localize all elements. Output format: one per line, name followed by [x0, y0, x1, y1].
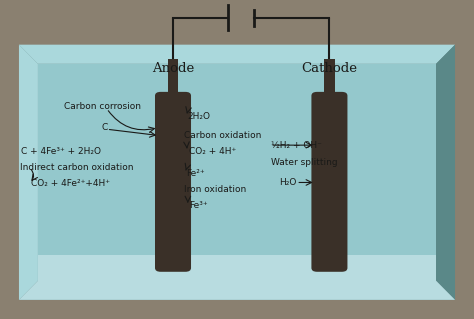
FancyBboxPatch shape	[311, 92, 347, 272]
Bar	[38, 64, 436, 281]
Text: C + 4Fe³⁺ + 2H₂O: C + 4Fe³⁺ + 2H₂O	[21, 147, 101, 156]
Text: CO₂ + 4H⁺: CO₂ + 4H⁺	[189, 147, 236, 156]
Text: Carbon oxidation: Carbon oxidation	[184, 131, 261, 140]
Polygon shape	[19, 281, 455, 300]
Text: Indirect carbon oxidation: Indirect carbon oxidation	[20, 163, 133, 172]
Text: ½H₂ + OH⁻: ½H₂ + OH⁻	[271, 141, 322, 150]
Bar	[168, 59, 178, 96]
Text: Cathode: Cathode	[301, 62, 357, 75]
Text: Carbon corrosion: Carbon corrosion	[64, 102, 141, 111]
Polygon shape	[19, 45, 455, 64]
Text: CO₂ + 4Fe²⁺+4H⁺: CO₂ + 4Fe²⁺+4H⁺	[31, 179, 110, 188]
Text: Fe²⁺: Fe²⁺	[186, 169, 204, 178]
Text: Water splitting: Water splitting	[271, 158, 338, 167]
Polygon shape	[19, 45, 38, 300]
Polygon shape	[436, 45, 455, 300]
Text: H₂O: H₂O	[279, 178, 296, 187]
Text: C: C	[102, 123, 108, 132]
Text: Fe³⁺: Fe³⁺	[189, 201, 207, 210]
Bar	[19, 45, 455, 300]
Text: Anode: Anode	[152, 62, 194, 75]
Text: Iron oxidation: Iron oxidation	[184, 185, 246, 194]
Bar	[324, 59, 335, 96]
FancyBboxPatch shape	[155, 92, 191, 272]
Text: 2H₂O: 2H₂O	[187, 112, 210, 121]
Bar	[38, 255, 436, 281]
